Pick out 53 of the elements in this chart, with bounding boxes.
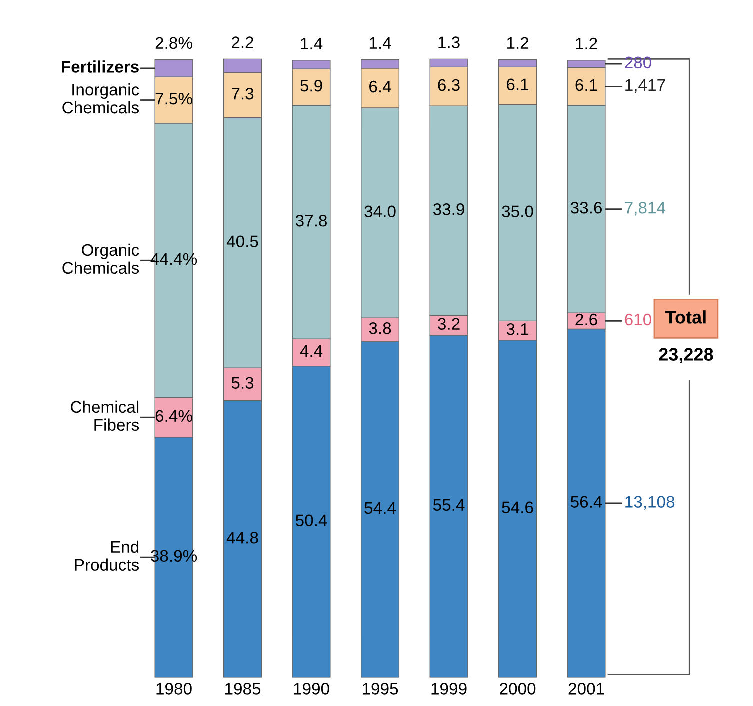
text: 7,814 [625, 202, 666, 216]
data-label: 5.9 [300, 80, 322, 92]
text: 610 [625, 314, 652, 326]
text: 13,108 [626, 496, 675, 510]
data-label: 1.3 [438, 36, 460, 48]
data-label: 35.0 [502, 206, 534, 218]
data-label: 1.2 [507, 37, 529, 49]
series-label: Chemical Fibers [71, 400, 140, 432]
series-label: Inorganic Chemicals [62, 84, 140, 114]
data-label: 6.4 [370, 80, 392, 93]
series-label: Organic Chemicals [62, 244, 140, 274]
data-label: 1.4 [370, 37, 392, 49]
data-label: 6.1 [507, 78, 529, 91]
data-label: 6.4% [156, 410, 192, 422]
data-label: 56.4 [570, 496, 602, 508]
x-tick-label: 2000 [500, 683, 536, 695]
x-tick-label: 1980 [156, 683, 192, 695]
data-label: 33.6 [570, 202, 602, 214]
x-tick-label: 1985 [225, 683, 261, 695]
data-label: 5.3 [232, 377, 254, 390]
data-label: 44.4% [150, 253, 198, 266]
data-label: 2.6 [576, 314, 598, 326]
data-label: 40.5 [226, 236, 258, 248]
data-label: 7.3 [232, 88, 254, 100]
data-label: 3.8 [369, 322, 392, 334]
data-label: 3.1 [506, 323, 529, 336]
data-label: 37.8 [296, 214, 328, 227]
x-tick-label: 1995 [363, 683, 398, 695]
data-label: 50.4 [296, 514, 328, 527]
data-label: 1.2 [576, 38, 598, 50]
data-label: 3.2 [438, 318, 460, 330]
series-label: End Products [75, 540, 140, 572]
data-label: 54.6 [502, 502, 534, 514]
text: 1,417 [626, 80, 666, 94]
data-label: 7.5% [156, 93, 192, 105]
data-label: 2.8% [156, 37, 192, 50]
series-label: Fertilizers [62, 60, 139, 73]
data-label: 2.2 [232, 36, 254, 48]
x-tick-label: 1999 [432, 683, 467, 695]
data-label: 4.4 [300, 346, 323, 358]
data-label: 1.4 [301, 38, 323, 50]
data-label: 44.8 [226, 532, 258, 544]
data-label: 55.4 [433, 499, 465, 512]
data-label: 6.1 [576, 79, 598, 92]
text: Total [666, 310, 706, 324]
text: 23,228 [659, 348, 714, 364]
data-label: 34.0 [364, 206, 396, 218]
text: 280 [625, 56, 652, 69]
x-tick-label: 1990 [294, 683, 330, 695]
data-label: 54.4 [364, 502, 396, 514]
data-label: 6.3 [438, 79, 460, 92]
x-tick-label: 2001 [568, 683, 604, 695]
data-label: 33.9 [433, 204, 464, 216]
